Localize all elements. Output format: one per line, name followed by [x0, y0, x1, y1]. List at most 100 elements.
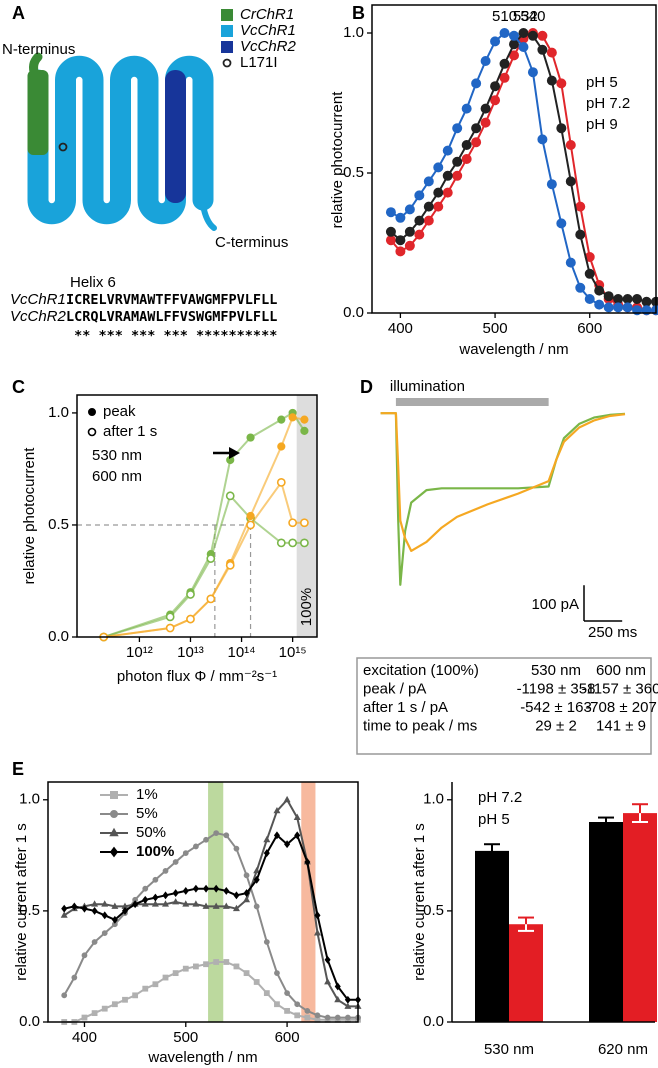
legend-swatch [221, 41, 233, 53]
table-cell: 141 ± 9 [596, 717, 646, 734]
data-point [404, 226, 415, 237]
conservation: ** *** *** *** ********** [66, 328, 277, 344]
legend-label: pH 7.2 [478, 789, 522, 806]
legend-marker [222, 58, 232, 68]
plot-frame [47, 781, 359, 1023]
legend-label: VcChR2 [240, 38, 297, 55]
data-point [433, 201, 444, 212]
x-tick-label: 400 [388, 320, 413, 337]
data-point [121, 906, 129, 915]
data-point [101, 930, 108, 937]
bar [509, 924, 543, 1022]
legend-label: pH 5 [478, 811, 510, 828]
data-point [452, 123, 463, 134]
x-tick-label: 530 nm [484, 1041, 534, 1058]
illumination-label: illumination [390, 378, 465, 395]
data-point [60, 911, 68, 918]
data-point [385, 226, 396, 237]
panel-label: B [352, 3, 365, 23]
x-tick-label: 10¹⁴ [227, 644, 255, 661]
data-point [186, 590, 195, 599]
y-tick-label: 1.0 [48, 404, 69, 421]
y-tick-label: 0.0 [343, 304, 364, 321]
peak-label: 532 [513, 8, 538, 25]
legend-marker [110, 791, 118, 799]
data-point [313, 929, 321, 936]
data-point [182, 886, 189, 895]
data-point [433, 162, 444, 173]
data-point [471, 123, 482, 134]
data-point [142, 885, 149, 892]
data-point [142, 895, 149, 904]
data-point [594, 285, 605, 296]
sequence-name: VcChR1 [10, 291, 66, 308]
data-point [253, 979, 260, 985]
data-point [556, 123, 567, 134]
x-tick-label: 600 [577, 320, 602, 337]
data-point [284, 990, 290, 997]
y-tick-label: 0.0 [423, 1013, 444, 1030]
data-point [344, 1002, 352, 1009]
data-point [300, 538, 309, 548]
x-axis-label: wavelength / nm [458, 341, 568, 358]
panel-a: A B C D E N-terminus C-terminus Helix 6 [2, 3, 373, 779]
table-header: 600 nm [596, 662, 646, 679]
data-point [243, 872, 250, 879]
sequence: LCRQLVRAMAWLFFVSWGMFPVLFLL [66, 309, 277, 325]
data-point [603, 291, 614, 302]
data-point [546, 75, 557, 86]
data-point [162, 974, 169, 981]
data-point [404, 240, 415, 251]
data-point [182, 850, 189, 857]
data-point [223, 886, 230, 895]
data-point [165, 623, 175, 633]
data-point [490, 36, 501, 47]
data-point [243, 889, 250, 898]
y-axis-label: relative photocurrent [21, 447, 38, 585]
x-tick-label: 10¹³ [177, 644, 204, 661]
data-point [414, 190, 425, 201]
arrow-head [229, 447, 240, 459]
data-point [206, 594, 216, 604]
data-point [527, 30, 538, 41]
y-tick-label: 0.0 [19, 1013, 40, 1030]
data-point [246, 511, 255, 521]
data-point [324, 978, 332, 985]
data-point [414, 215, 425, 226]
data-point [212, 902, 220, 909]
data-point [203, 836, 209, 843]
data-point [404, 204, 415, 215]
data-point [565, 176, 576, 187]
data-point [81, 1014, 88, 1021]
data-point [233, 963, 240, 970]
legend-label: pH 7.2 [586, 95, 630, 112]
data-point [509, 30, 519, 41]
legend-label: pH 5 [586, 74, 618, 91]
data-point [273, 831, 280, 840]
y-tick-label: 0.5 [343, 164, 364, 181]
data-point [304, 858, 311, 866]
data-point [293, 813, 301, 820]
data-point [152, 981, 159, 988]
panel-label: C [12, 377, 25, 397]
data-point [277, 442, 286, 451]
data-point [344, 995, 351, 1004]
data-point [461, 103, 472, 114]
data-point [111, 915, 118, 924]
data-point [442, 170, 453, 181]
data-point [274, 970, 280, 977]
data-point [233, 891, 240, 900]
bar [589, 822, 623, 1022]
x-tick-label: 400 [72, 1029, 97, 1046]
data-point [304, 1014, 311, 1021]
legend-label: L171I [240, 54, 278, 71]
y-axis-label: relative photocurrent [329, 91, 346, 229]
data-point [324, 955, 331, 964]
data-point [300, 518, 309, 528]
c-terminus-label: C-terminus [215, 234, 288, 251]
illumination-bar [395, 398, 549, 406]
x-tick-label: 500 [173, 1029, 198, 1046]
data-point [222, 902, 230, 909]
data-point [132, 992, 139, 999]
data-point [442, 145, 453, 156]
